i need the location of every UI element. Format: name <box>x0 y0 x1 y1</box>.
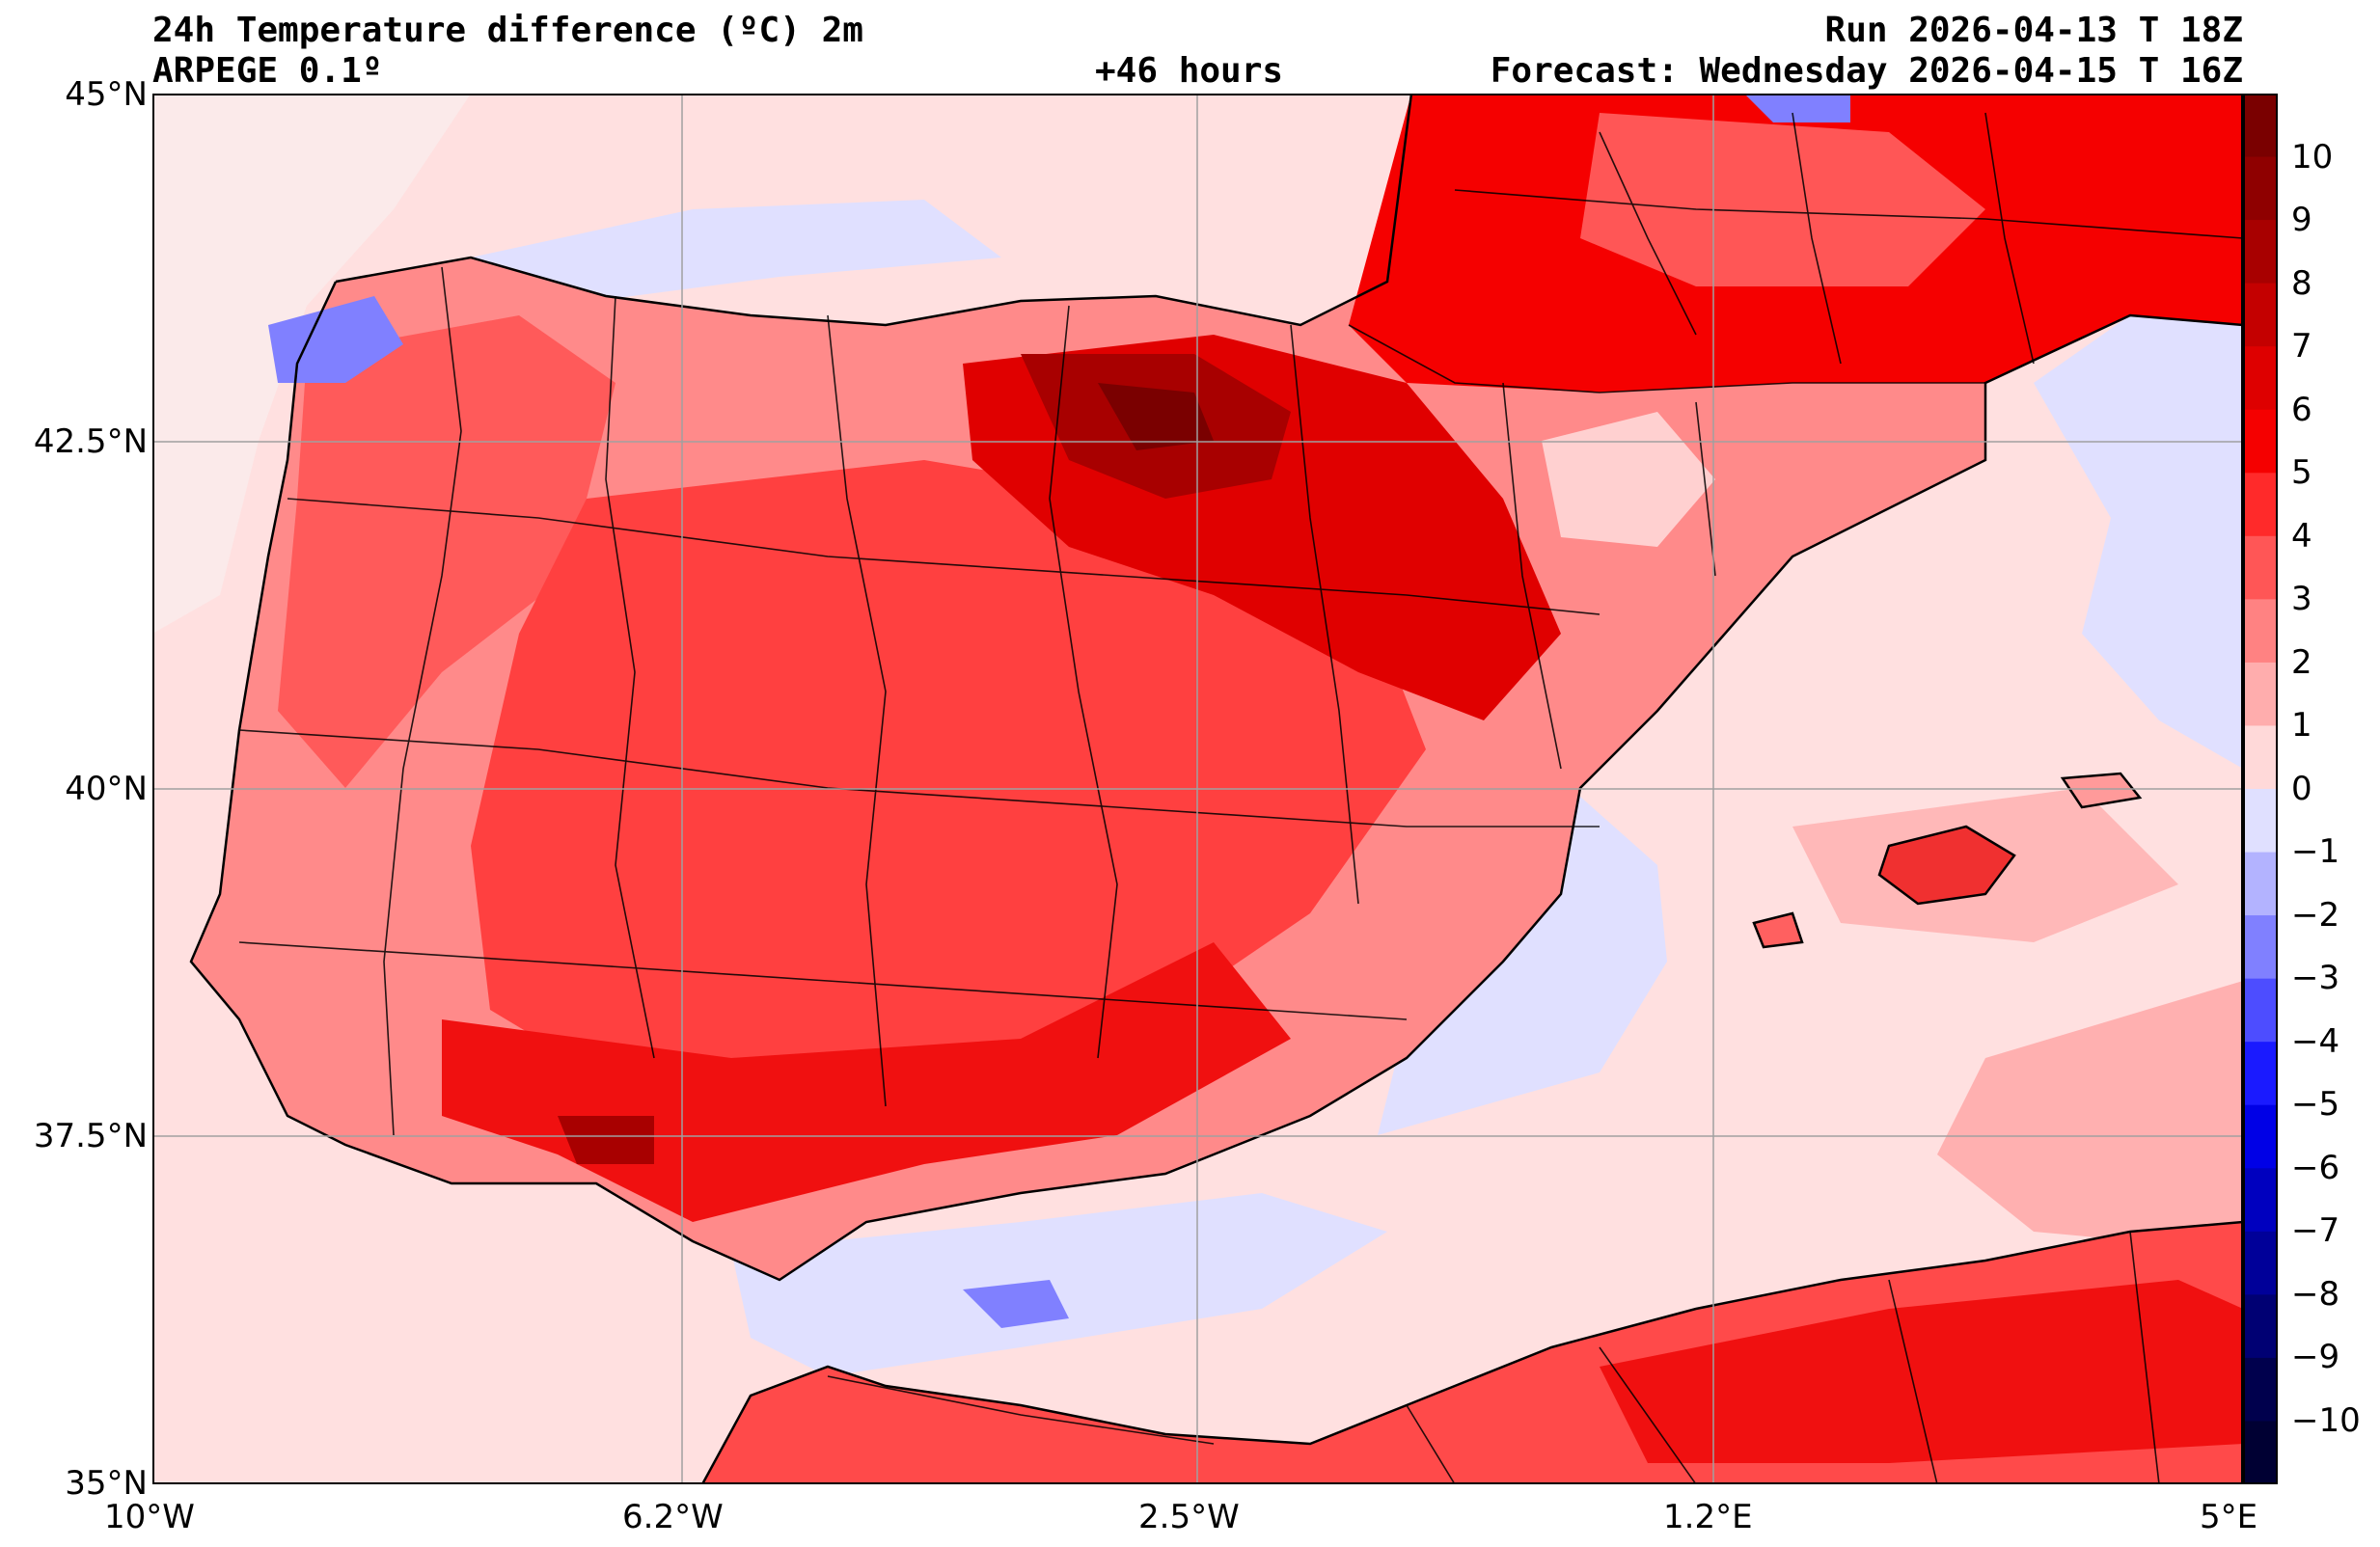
cool-sea-biscay <box>471 200 1001 306</box>
colorbar-label-9: 9 <box>2291 201 2312 239</box>
province-borders <box>238 112 2243 1484</box>
colorbar-segment <box>2243 1357 2278 1422</box>
map-frame <box>152 94 2243 1484</box>
lat-label-42-5: 42.5°N <box>33 422 148 461</box>
colorbar-label-minus-9: −9 <box>2291 1338 2340 1376</box>
colorbar-frame <box>2243 94 2278 1484</box>
lon-label-1-2e: 1.2°E <box>1663 1498 1753 1536</box>
colorbar <box>2243 94 2278 1484</box>
north-africa-hot <box>1600 1280 2243 1463</box>
lon-label-2-5w: 2.5°W <box>1138 1498 1240 1536</box>
ibiza-island <box>1754 913 1802 947</box>
colorbar-segment <box>2243 94 2278 158</box>
colorbar-segment <box>2243 978 2278 1043</box>
colorbar-label-minus-8: −8 <box>2291 1275 2340 1314</box>
colorbar-segment <box>2243 852 2278 916</box>
colorbar-label-7: 7 <box>2291 327 2312 366</box>
colorbar-label-0: 0 <box>2291 770 2312 808</box>
colorbar-label-minus-3: −3 <box>2291 959 2340 997</box>
lat-label-35: 35°N <box>65 1464 148 1503</box>
colorbar-segment <box>2243 1231 2278 1295</box>
france-warm-patch <box>1580 113 1985 286</box>
colorbar-segment <box>2243 1421 2278 1484</box>
coastlines <box>189 94 2243 1484</box>
lon-label-6-2w: 6.2°W <box>622 1498 724 1536</box>
colorbar-segment <box>2243 1294 2278 1359</box>
alboran-cold-spot <box>963 1280 1069 1328</box>
colorbar-segment <box>2243 409 2278 474</box>
colorbar-segment <box>2243 156 2278 221</box>
lat-label-45: 45°N <box>65 75 148 114</box>
colorbar-label-4: 4 <box>2291 517 2312 556</box>
colorbar-segment <box>2243 283 2278 347</box>
land-warm-west <box>278 315 616 788</box>
model-label: ARPEGE 0.1º <box>152 51 383 91</box>
colorbar-label-minus-7: −7 <box>2291 1211 2340 1250</box>
map-title: 24h Temperature difference (ºC) 2m <box>152 11 863 50</box>
colorbar-label-2: 2 <box>2291 643 2312 682</box>
colorbar-segment <box>2243 599 2278 664</box>
colorbar-segment <box>2243 346 2278 411</box>
colorbar-segment <box>2243 662 2278 726</box>
colorbar-segment <box>2243 535 2278 600</box>
menorca-island <box>2063 774 2140 807</box>
colorbar-label-minus-10: −10 <box>2291 1401 2361 1440</box>
lead-time-label: +46 hours <box>1095 51 1284 91</box>
lat-label-37-5: 37.5°N <box>33 1117 148 1155</box>
colorbar-label-3: 3 <box>2291 580 2312 618</box>
colorbar-label-minus-4: −4 <box>2291 1022 2340 1061</box>
graticule <box>152 94 2243 1484</box>
run-label: Run 2026-04-13 T 18Z <box>1824 11 2243 50</box>
colorbar-segment <box>2243 1168 2278 1233</box>
warm-sea-east <box>1937 981 2243 1251</box>
france-cool-patch <box>1744 94 1850 122</box>
colorbar-label-minus-1: −1 <box>2291 832 2340 871</box>
land-warm-central <box>471 460 1426 1116</box>
cool-sea-alboran <box>731 1193 1387 1376</box>
forecast-label: Forecast: Wednesday 2026-04-15 T 16Z <box>1490 51 2243 91</box>
lon-label-10w: 10°W <box>104 1498 195 1536</box>
cool-sea-mediterranean <box>1378 788 1667 1135</box>
colorbar-label-5: 5 <box>2291 453 2312 492</box>
colorbar-label-1: 1 <box>2291 706 2312 745</box>
land-hottest-spot <box>1098 383 1214 450</box>
colorbar-label-10: 10 <box>2291 138 2334 176</box>
colorbar-segment <box>2243 789 2278 854</box>
lat-label-40: 40°N <box>65 770 148 808</box>
colorbar-segment <box>2243 1042 2278 1106</box>
lon-label-5e: 5°E <box>2200 1498 2258 1536</box>
colorbar-label-6: 6 <box>2291 391 2312 429</box>
temperature-difference-map <box>152 94 2243 1484</box>
colorbar-label-minus-5: −5 <box>2291 1085 2340 1124</box>
cool-sea-balearic-east <box>2034 315 2243 769</box>
colorbar-segment <box>2243 220 2278 285</box>
colorbar-label-minus-6: −6 <box>2291 1149 2340 1187</box>
colorbar-segment <box>2243 915 2278 980</box>
catalonia-cool-patch <box>1542 412 1715 547</box>
colorbar-segment <box>2243 473 2278 537</box>
colorbar-label-8: 8 <box>2291 264 2312 303</box>
cool-sea-atlantic-west <box>152 94 471 634</box>
colorbar-segment <box>2243 725 2278 790</box>
land-hot-southwest <box>558 1116 654 1164</box>
colorbar-segment <box>2243 1104 2278 1169</box>
mallorca-island <box>1879 827 2014 904</box>
colorbar-label-minus-2: −2 <box>2291 896 2340 935</box>
galicia-cold-spot <box>268 296 403 383</box>
